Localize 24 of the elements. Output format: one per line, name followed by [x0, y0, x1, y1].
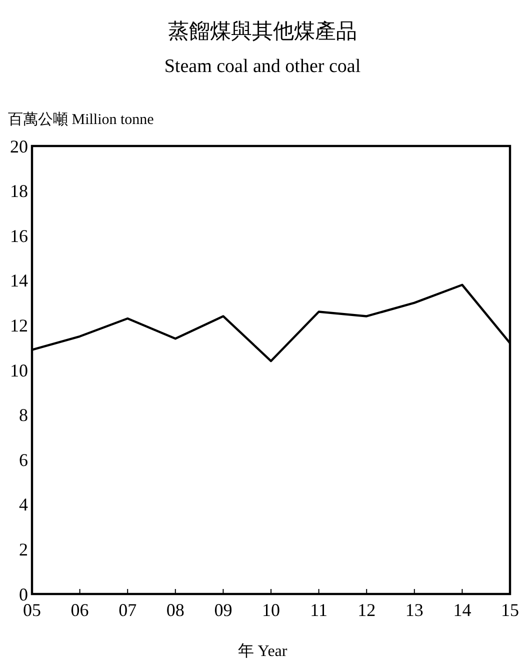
x-tick-label: 10	[262, 600, 280, 620]
chart-title: 蒸餾煤與其他煤產品	[168, 19, 357, 43]
y-tick-label: 18	[10, 181, 28, 202]
x-tick-label: 12	[358, 600, 376, 620]
chart-subtitle: Steam coal and other coal	[164, 56, 361, 77]
x-tick-label: 07	[118, 600, 137, 620]
x-axis-title: 年 Year	[238, 643, 288, 660]
y-axis-title: 百萬公噸 Million tonne	[8, 111, 154, 128]
y-tick-label: 2	[19, 540, 28, 560]
x-tick-label: 15	[501, 600, 519, 620]
y-tick-label: 10	[10, 360, 28, 380]
y-tick-label: 8	[19, 405, 28, 426]
y-tick-label: 14	[10, 270, 28, 291]
x-tick-label: 06	[70, 600, 89, 620]
x-tick-label: 14	[453, 600, 472, 620]
y-tick-label: 12	[10, 316, 28, 336]
y-tick-label: 4	[19, 494, 28, 515]
y-tick-label: 20	[10, 136, 28, 156]
y-tick-label: 6	[19, 450, 28, 470]
x-tick-label: 11	[310, 600, 328, 620]
x-tick-label: 09	[214, 600, 232, 620]
x-tick-label: 08	[166, 600, 184, 620]
y-tick-label: 16	[10, 226, 28, 246]
x-tick-label: 13	[405, 600, 424, 620]
